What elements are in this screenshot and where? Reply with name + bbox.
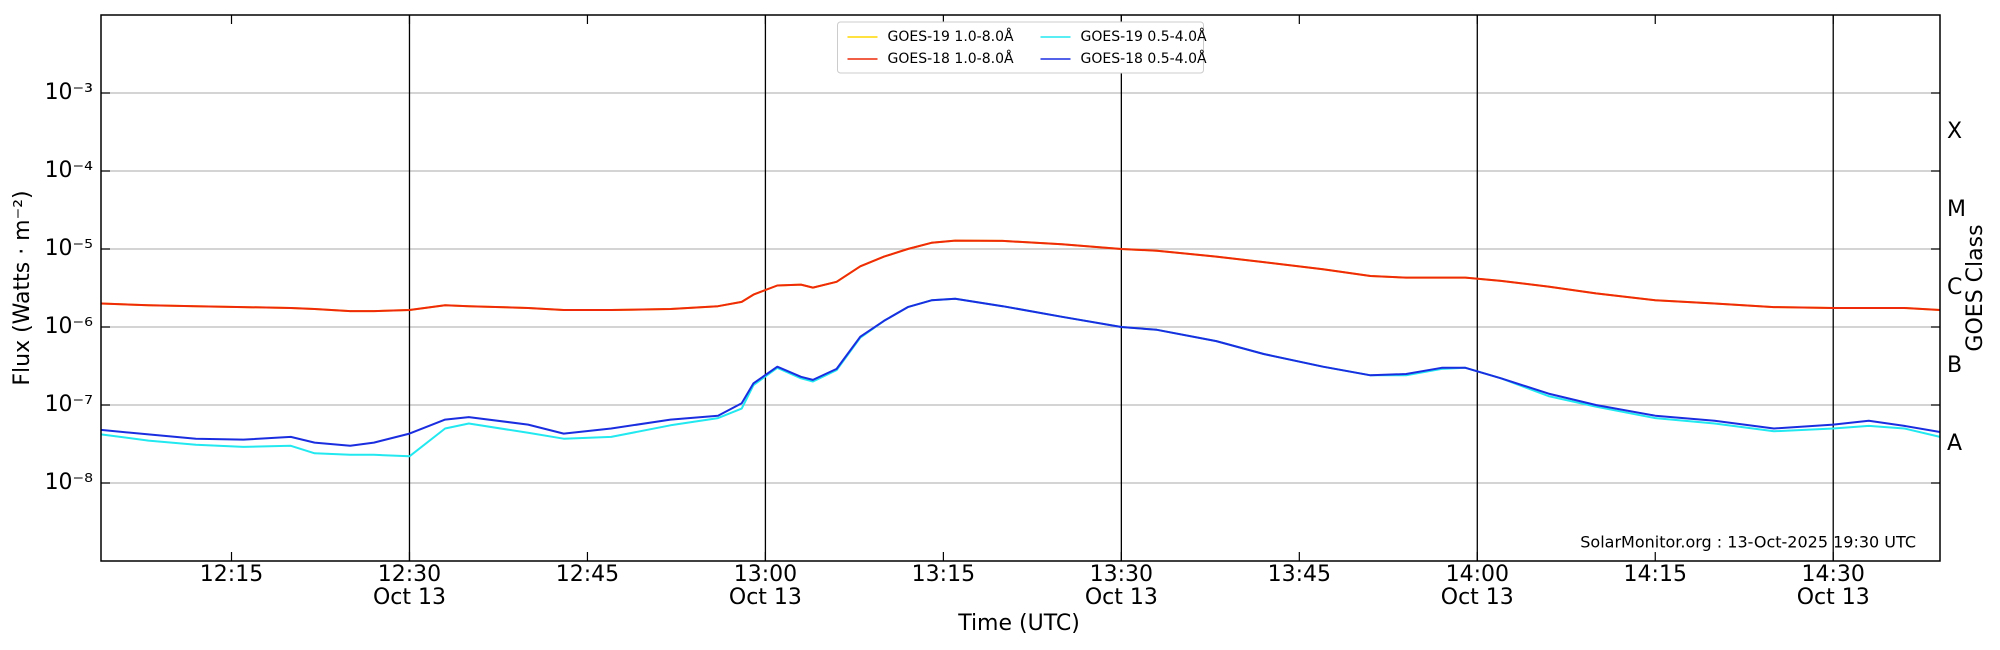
- class-label: M: [1947, 197, 1966, 222]
- class-label: C: [1947, 275, 1962, 300]
- x-axis-label: Time (UTC): [957, 611, 1080, 636]
- legend-box: [837, 21, 1204, 74]
- y-tick-label: 10⁻⁷: [45, 392, 93, 417]
- class-label: A: [1947, 431, 1962, 456]
- y-tick-label: 10⁻⁶: [45, 314, 94, 339]
- x-tick-label: 12:45: [556, 562, 619, 587]
- plot-frame: [100, 14, 1941, 562]
- class-label: X: [1947, 119, 1962, 144]
- x-tick-label: 14:15: [1624, 562, 1687, 587]
- x-tick-label: 14:30: [1802, 562, 1865, 587]
- legend-label: GOES-19 0.5-4.0Å: [1081, 28, 1207, 45]
- x-tick-label: 13:00: [734, 562, 797, 587]
- class-label: B: [1947, 353, 1962, 378]
- legend: GOES-19 1.0-8.0Å GOES-18 1.0-8.0Å GOES-19 …: [837, 21, 1207, 74]
- x-tick-date: Oct 13: [729, 585, 802, 610]
- legend-label: GOES-18 1.0-8.0Å: [888, 50, 1014, 67]
- x-tick-label: 13:45: [1268, 562, 1331, 587]
- x-tick-label: 12:30: [378, 562, 441, 587]
- y-tick-label: 10⁻³: [45, 80, 93, 105]
- legend-label: GOES-19 1.0-8.0Å: [888, 28, 1014, 45]
- series-line: [100, 239, 1941, 313]
- x-tick-date: Oct 13: [1441, 585, 1514, 610]
- x-tick-label: 12:15: [200, 562, 263, 587]
- y-tick-label: 10⁻⁵: [45, 236, 93, 261]
- y-axis-label: Flux (Watts · m⁻²): [10, 190, 35, 385]
- x-tick-label: 13:15: [912, 562, 975, 587]
- x-tick-date: Oct 13: [1797, 585, 1870, 610]
- y-tick-label: 10⁻⁸: [45, 470, 94, 495]
- x-tick-date: Oct 13: [373, 585, 446, 610]
- annotation: SolarMonitor.org : 13-Oct-2025 19:30 UTC: [1580, 533, 1916, 552]
- legend-label: GOES-18 0.5-4.0Å: [1081, 50, 1207, 67]
- x-tick-date: Oct 13: [1085, 585, 1158, 610]
- y-tick-label: 10⁻⁴: [45, 158, 94, 183]
- x-tick-label: 14:00: [1446, 562, 1509, 587]
- y2-axis-label: GOES Class: [1963, 224, 1988, 351]
- x-tick-label: 13:30: [1090, 562, 1153, 587]
- series-line: [100, 297, 1941, 447]
